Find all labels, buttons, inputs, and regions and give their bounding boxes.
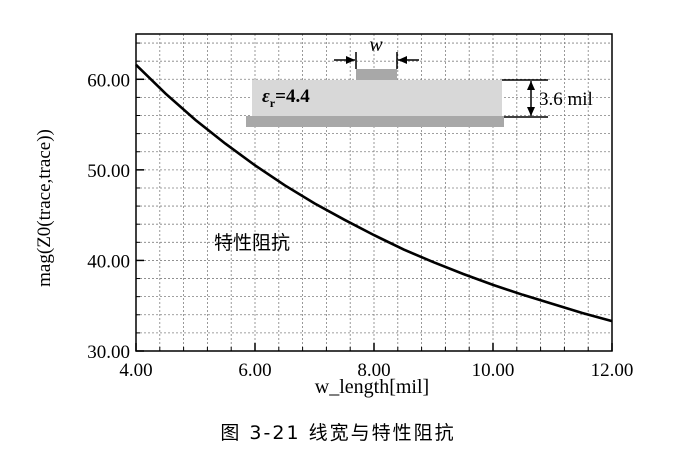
y-tick-label: 50.00 (87, 161, 130, 182)
height-label: 3.6 mil (539, 89, 593, 110)
impedance-curve (135, 63, 613, 323)
x-tick-labels: 4.00 6.00 8.00 10.00 12.00 (119, 360, 633, 381)
y-tick-labels: 30.00 40.00 50.00 60.00 (87, 70, 130, 363)
y-tick-label: 40.00 (87, 251, 130, 272)
plot-border (135, 33, 613, 352)
x-tick-label: 12.00 (591, 360, 634, 381)
grid-lines (136, 34, 612, 351)
permittivity-label: εr=4.4 (262, 86, 310, 110)
width-label: w (369, 34, 383, 56)
permittivity-symbol: ε (262, 86, 270, 107)
permittivity-value: =4.4 (275, 86, 310, 107)
height-arrow-top-head (527, 81, 535, 90)
figure-caption: 图 3-21 线宽与特性阻抗 (220, 422, 456, 444)
curve-label: 特性阻抗 (214, 232, 290, 254)
dielectric-layer (252, 80, 502, 118)
x-axis-label: w_length[mil] (315, 376, 429, 398)
y-tick-label: 30.00 (87, 342, 130, 363)
width-arrow-left-head (346, 56, 355, 64)
permittivity-subscript: r (270, 96, 276, 110)
y-axis-label: mag(Z0(trace,trace)) (34, 129, 55, 287)
ground-plane (246, 116, 504, 127)
height-arrow-bottom-head (527, 107, 535, 116)
microstrip-inset: w εr=4.4 3.6 mil (246, 34, 593, 127)
trace-conductor (356, 69, 397, 80)
x-tick-label: 10.00 (472, 360, 515, 381)
y-tick-label: 60.00 (87, 70, 130, 91)
x-tick-label: 4.00 (119, 360, 152, 381)
x-tick-label: 6.00 (238, 360, 271, 381)
x-tick-label: 8.00 (357, 360, 390, 381)
width-arrow-right-head (398, 56, 407, 64)
